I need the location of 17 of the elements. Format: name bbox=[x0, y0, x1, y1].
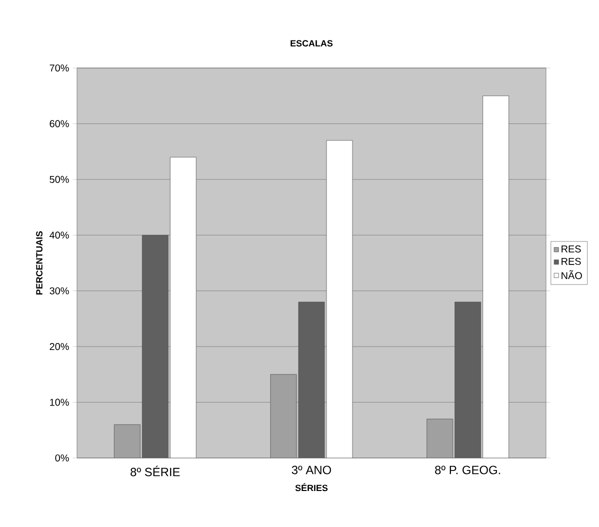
legend-label: RES bbox=[562, 258, 581, 265]
x-tick-label: 3º ANO bbox=[292, 466, 332, 474]
x-tick-label: 8º P. GEOG. bbox=[435, 466, 500, 474]
x-axis-title: SÉRIES bbox=[295, 483, 328, 492]
x-tick-label: 8º SÉRIE bbox=[130, 466, 180, 476]
y-tick-label: 30% bbox=[50, 287, 69, 294]
y-axis-title: PERCENTUAIS bbox=[36, 231, 42, 295]
y-tick-label: 10% bbox=[50, 398, 69, 406]
legend-label: NÃO bbox=[562, 270, 582, 280]
chart-title: ESCALAS bbox=[290, 40, 333, 46]
y-tick-label: 50% bbox=[50, 176, 69, 183]
legend-label: RES bbox=[562, 245, 581, 252]
y-tick-label: 40% bbox=[50, 232, 69, 239]
y-tick-label: 0% bbox=[55, 454, 69, 462]
y-tick-label: 20% bbox=[50, 343, 69, 350]
y-tick-label: 70% bbox=[50, 64, 69, 72]
y-tick-label: 60% bbox=[50, 120, 69, 128]
